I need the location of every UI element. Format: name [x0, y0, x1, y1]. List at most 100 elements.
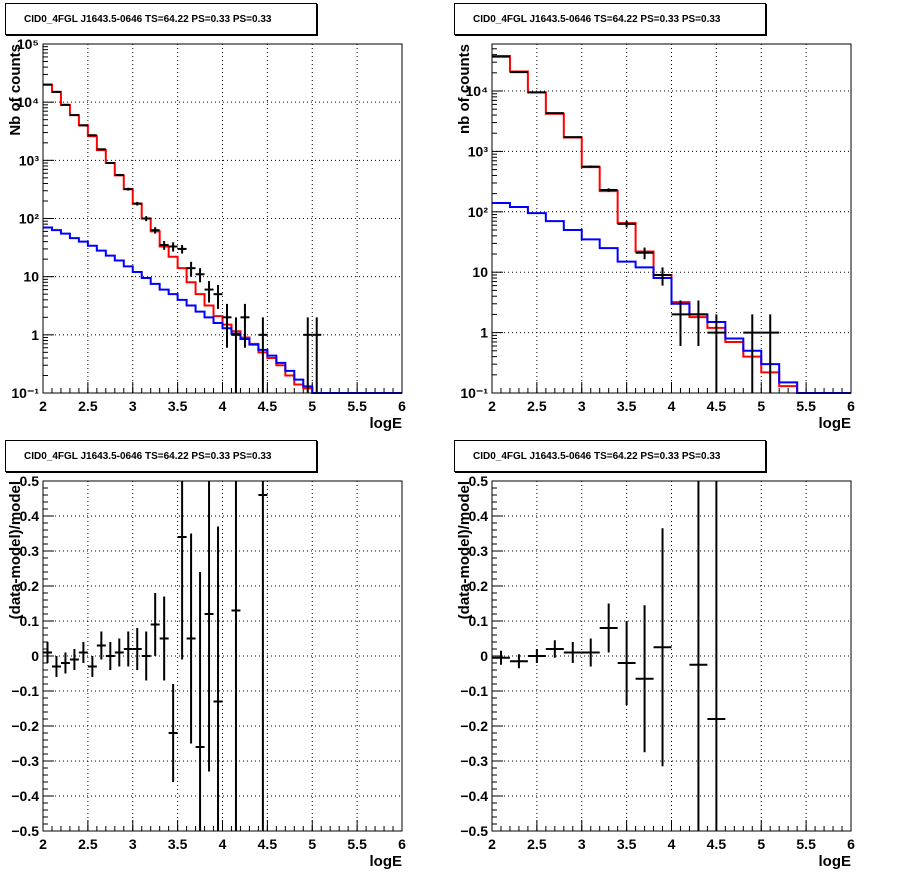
- data-point: [761, 314, 780, 393]
- data-point: [231, 481, 241, 831]
- data-point: [141, 631, 151, 681]
- x-tick-label: 5: [757, 836, 765, 852]
- chart-svg: 2 2.5 3 3.5 4 4.5 5 5.5 6 10⁻¹ 1 10 10² 10³ 10⁴ logE nb …: [456, 43, 855, 432]
- data-point: [563, 642, 582, 663]
- plot-frame: [42, 480, 403, 832]
- y-tick-label: −0.4: [11, 788, 39, 804]
- chart-svg: 2 2.5 3 3.5 4 4.5 5 5.5 6 10⁻¹ 1 10 10² 10³ 10⁴ 10⁵ logE…: [7, 36, 406, 432]
- y-tick-label: −0.5: [11, 823, 39, 839]
- x-tick-label: 5.5: [796, 836, 816, 852]
- x-tick-label: 6: [847, 836, 855, 852]
- data-point: [69, 114, 79, 117]
- data-point: [87, 656, 97, 677]
- data-point: [78, 124, 88, 127]
- plot-frame: [491, 480, 852, 832]
- y-tick-label: 10³: [468, 143, 489, 159]
- data-point: [159, 596, 169, 681]
- x-tick-label: 6: [398, 398, 406, 414]
- data-point: [43, 642, 52, 663]
- data-point: [105, 642, 115, 670]
- x-tick-label: 4.5: [258, 398, 278, 414]
- y-tick-label: 10³: [19, 152, 40, 168]
- x-tick-label: 3: [129, 398, 137, 414]
- y-tick-label: 10⁻¹: [11, 385, 39, 401]
- data-point: [132, 201, 142, 206]
- y-tick-label: −0.2: [11, 718, 39, 734]
- data-point: [635, 247, 654, 260]
- x-tick-label: 6: [398, 836, 406, 852]
- data-point: [599, 188, 618, 192]
- y-tick-label: 0.3: [20, 543, 40, 559]
- data-point: [150, 593, 160, 656]
- data-point: [527, 649, 546, 663]
- chart-svg: 2 2.5 3 3.5 4 4.5 5 5.5 6 −0.5 −0.4 −0.3 −0.2 −0.1 0 0.…: [7, 473, 406, 870]
- data-point: [653, 267, 672, 286]
- y-tick-label: 10²: [468, 204, 489, 220]
- data-point: [545, 640, 564, 658]
- data-point: [258, 481, 268, 831]
- y-tick-label: 0.2: [20, 578, 40, 594]
- panel-counts-right: CID0_4FGL J1643.5-0646 TS=64.22 PS=0.33 …: [449, 0, 898, 437]
- x-tick-label: 5: [308, 836, 316, 852]
- plot-frame: [491, 43, 852, 394]
- x-tick-label: 3: [578, 836, 586, 852]
- data-point: [527, 91, 546, 94]
- data-point: [653, 528, 672, 767]
- data-point: [689, 481, 708, 831]
- x-tick-label: 4: [668, 836, 676, 852]
- data-point: [563, 136, 582, 139]
- y-tick-label: −0.2: [460, 718, 488, 734]
- data-point: [581, 638, 600, 667]
- x-axis-title: logE: [370, 415, 403, 432]
- chart-title: CID0_4FGL J1643.5-0646 TS=64.22 PS=0.33 …: [454, 440, 766, 472]
- x-tick-label: 2.5: [527, 836, 547, 852]
- y-axis-title: Nb of counts: [7, 44, 24, 136]
- data-point: [743, 314, 762, 393]
- data-point: [114, 638, 124, 667]
- data-point: [168, 242, 178, 252]
- data-point: [177, 481, 187, 660]
- data-point: [51, 656, 61, 677]
- data-point: [312, 317, 322, 393]
- x-tick-label: 5.5: [796, 398, 816, 414]
- x-tick-label: 5.5: [347, 836, 367, 852]
- y-tick-label: 0.1: [20, 613, 40, 629]
- data-point: [186, 261, 196, 277]
- y-tick-label: 0.2: [469, 578, 489, 594]
- data-point: [78, 642, 88, 663]
- x-tick-label: 2: [488, 398, 496, 414]
- data-point: [707, 481, 726, 831]
- data-point: [195, 572, 205, 831]
- data-point: [123, 631, 133, 667]
- x-tick-label: 4.5: [258, 836, 278, 852]
- y-tick-label: 1: [31, 327, 39, 343]
- x-tick-label: 4: [219, 836, 227, 852]
- y-tick-label: −0.4: [460, 788, 488, 804]
- x-axis-title: logE: [819, 853, 852, 870]
- data-point: [707, 314, 726, 393]
- y-axis-title: (data-model)/model: [7, 481, 24, 619]
- x-tick-label: 4.5: [707, 836, 727, 852]
- data-point: [617, 220, 636, 228]
- chart-title: CID0_4FGL J1643.5-0646 TS=64.22 PS=0.33 …: [5, 3, 317, 35]
- y-tick-label: −0.3: [460, 753, 488, 769]
- x-tick-label: 2: [39, 398, 47, 414]
- x-tick-label: 2: [39, 836, 47, 852]
- y-axis-title: nb of counts: [456, 44, 473, 134]
- data-point: [213, 526, 223, 831]
- data-point: [168, 684, 178, 782]
- data-point: [96, 631, 106, 660]
- x-tick-label: 5: [757, 398, 765, 414]
- y-tick-label: −0.1: [11, 683, 39, 699]
- chart-title: CID0_4FGL J1643.5-0646 TS=64.22 PS=0.33 …: [454, 3, 766, 35]
- data-point: [635, 605, 654, 753]
- x-tick-label: 4: [668, 398, 676, 414]
- data-point: [581, 165, 600, 168]
- x-tick-label: 4: [219, 398, 227, 414]
- y-tick-label: 1: [480, 325, 488, 341]
- data-point: [150, 227, 160, 234]
- data-point: [60, 652, 70, 674]
- x-tick-label: 3.5: [617, 836, 637, 852]
- y-tick-label: −0.3: [11, 753, 39, 769]
- data-point: [123, 187, 133, 191]
